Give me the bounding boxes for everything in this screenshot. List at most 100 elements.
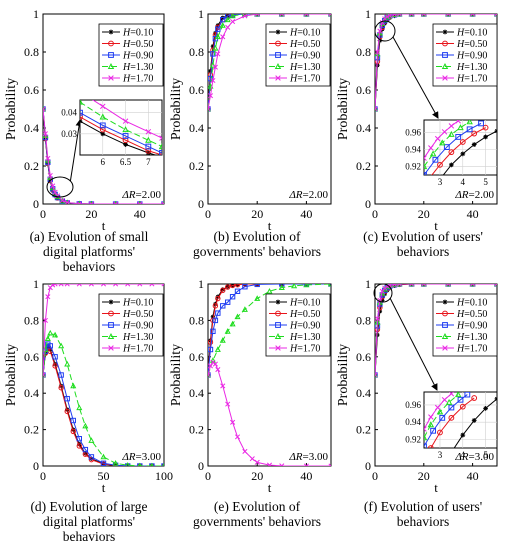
panel-d-legend-val-2: =0.90 bbox=[130, 321, 153, 332]
panel-c-legend-label-2: H=0.90 bbox=[456, 51, 487, 62]
panel-a-inset-series-1-point-1 bbox=[99, 126, 106, 133]
panel-d-series-3-point-3 bbox=[47, 329, 54, 336]
panel-e-series-4-point-11 bbox=[254, 459, 260, 465]
panel-e-ytick-label-1: 0.2 bbox=[189, 423, 204, 437]
panel-a-legend-val-1: =0.50 bbox=[130, 39, 153, 50]
panel-f-xtick-label-2: 40 bbox=[467, 469, 479, 483]
panel-a-xtick-label-0: 0 bbox=[40, 207, 46, 221]
panel-f-inset-series-3-point-3 bbox=[445, 398, 453, 405]
panel-f-inset-series-4-point-3 bbox=[441, 397, 448, 403]
panel-b-series-3-point-10 bbox=[278, 14, 285, 17]
panel-e-series-4-point-12 bbox=[266, 462, 273, 466]
panel-a-series-2-point-0 bbox=[43, 106, 46, 112]
panel-d-annotation-var: ΔR bbox=[121, 451, 135, 463]
panel-b-series-3-point-11 bbox=[303, 14, 310, 17]
panel-d-legend-marker-2 bbox=[108, 322, 114, 328]
panel-d-series-4-point-6 bbox=[58, 284, 64, 287]
panel-f-legend-val-0: =0.10 bbox=[464, 298, 487, 309]
panel-c-legend-var-2: H bbox=[456, 51, 465, 62]
panel-a-legend-marker-4 bbox=[108, 75, 114, 81]
panel-b-legend-var-3: H bbox=[289, 62, 298, 73]
panel-c-legend-val-2: =0.90 bbox=[464, 51, 487, 62]
caption-c-line-2: behaviors bbox=[396, 244, 450, 259]
panel-d-legend-box bbox=[98, 293, 164, 357]
panel-b-legend-var-2: H bbox=[289, 51, 298, 62]
panel-d-ytick-label-5: 1 bbox=[33, 277, 39, 291]
panel-d-series-4-point-5 bbox=[52, 284, 58, 287]
panel-a-legend-var-0: H bbox=[122, 28, 131, 39]
panel-b-series-3-point-7 bbox=[229, 14, 236, 19]
caption-e-line-1: (e) Evolution of bbox=[213, 499, 301, 514]
panel-d-xtick-label-0: 0 bbox=[40, 469, 46, 483]
panel-e-series-3-point-11 bbox=[291, 284, 298, 289]
panel-b-legend-label-3: H=1.30 bbox=[289, 62, 320, 73]
panel-c-inset-xtick-label-0: 3 bbox=[438, 177, 443, 187]
panel-d-series-1-line bbox=[43, 346, 164, 466]
panel-e-series-4-point-4 bbox=[215, 366, 221, 373]
panel-e-ytick-label-5: 1 bbox=[198, 277, 204, 291]
panel-f-xtick-label-1: 20 bbox=[418, 469, 430, 483]
panel-d-series-2-point-5 bbox=[58, 372, 64, 378]
panel-a-legend-val-0: =0.10 bbox=[130, 28, 153, 39]
panel-e-annotation-var: ΔR bbox=[288, 451, 302, 463]
panel-c-inset-series-4-point-3 bbox=[441, 129, 448, 135]
panel-e-ytick-label-2: 0.4 bbox=[189, 386, 204, 400]
panel-d-annotation: ΔR=3.00 bbox=[121, 451, 161, 463]
panel-b-series-4-point-10 bbox=[279, 14, 285, 17]
panel-f-legend-marker-1 bbox=[442, 310, 448, 317]
panel-a-annotation: ΔR=2.00 bbox=[121, 189, 161, 201]
panel-a-inset: 6 6.5 7 0.03 0.04 bbox=[61, 99, 163, 167]
panel-a-legend-label-0: H=0.10 bbox=[122, 28, 153, 39]
panel-c-series-3-point-11 bbox=[445, 14, 452, 17]
panel-a-ytick-label-1: 0.2 bbox=[24, 159, 39, 173]
panel-e-series-3-point-10 bbox=[278, 284, 285, 291]
panel-d: 00.20.40.60.810 50 100tProbabilityH=0.10H=… bbox=[4, 277, 173, 495]
panel-c-legend-marker-1 bbox=[442, 40, 448, 47]
panel-b-series-2-point-4 bbox=[215, 26, 221, 32]
panel-a-legend-label-3: H=1.30 bbox=[122, 62, 153, 73]
panel-f-inset-ytick-label-1: 0.94 bbox=[405, 417, 421, 427]
panel-c-ytick-label-4: 0.8 bbox=[356, 45, 371, 59]
panel-a-legend-marker-1 bbox=[108, 40, 114, 47]
panel-c-inset-ytick-label-2: 0.96 bbox=[405, 128, 421, 138]
panel-f-ylabel: Probability bbox=[336, 344, 351, 406]
panel-c-inset-series-4-point-2 bbox=[434, 135, 441, 142]
caption-a-line-2: digital platforms' bbox=[42, 244, 136, 259]
caption-f: (f) Evolution of users' behaviors bbox=[339, 499, 507, 529]
panel-a-inset-series-2-point-1 bbox=[99, 122, 106, 129]
panel-d-series-2-point-7 bbox=[70, 417, 76, 424]
panel-e-series-3-point-6 bbox=[234, 313, 241, 320]
panel-b-annotation-val: =2.00 bbox=[303, 189, 329, 201]
panel-f-series-4-point-3 bbox=[379, 288, 385, 294]
panel-d-legend-val-0: =0.10 bbox=[130, 298, 153, 309]
panel-f-series-4-point-6 bbox=[387, 284, 393, 288]
panel-d-series-4-point-15 bbox=[161, 284, 164, 287]
panel-c-series-0-point-7 bbox=[392, 14, 397, 19]
caption-f-line-1: (f) Evolution of users' bbox=[363, 499, 483, 514]
panel-e-series-1-point-7 bbox=[229, 284, 236, 289]
panel-a-legend-marker-2 bbox=[108, 52, 114, 58]
panel-e-annotation: ΔR=3.00 bbox=[288, 451, 328, 463]
caption-e: (e) Evolution of governments' behaviors bbox=[173, 499, 341, 529]
panel-a-series-4-point-5 bbox=[52, 189, 58, 195]
panel-d-legend-var-1: H bbox=[122, 309, 131, 320]
panel-c-inset-series-0-point-5 bbox=[494, 128, 497, 134]
panel-d-series-1-point-6 bbox=[64, 408, 70, 415]
panel-c-ylabel: Probability bbox=[336, 78, 351, 140]
panel-e-legend-marker-1 bbox=[275, 310, 281, 317]
panel-c-inset-series-3-point-3 bbox=[448, 130, 455, 137]
panel-b-legend-val-1: =0.50 bbox=[297, 39, 320, 50]
panel-a-inset-series-1-line bbox=[80, 116, 162, 155]
panel-e-series-1-point-5 bbox=[220, 287, 226, 294]
panel-f-plot-group bbox=[375, 284, 497, 378]
panel-c-zoom-arrow bbox=[392, 36, 439, 119]
panel-f-inset-series-0-point-4 bbox=[494, 396, 497, 402]
panel-f-series-3-point-9 bbox=[408, 284, 415, 287]
panel-e-series-3-point-4 bbox=[224, 328, 231, 334]
panel-d-series-2-point-6 bbox=[64, 395, 70, 402]
panel-b-series-3-point-0 bbox=[208, 105, 212, 112]
panel-d-series-3-point-4 bbox=[52, 331, 59, 338]
panel-d-series-2-point-10 bbox=[88, 454, 95, 460]
panel-e-series-4-point-6 bbox=[225, 401, 231, 407]
panel-a-inset-series-2-point-0 bbox=[80, 109, 83, 116]
